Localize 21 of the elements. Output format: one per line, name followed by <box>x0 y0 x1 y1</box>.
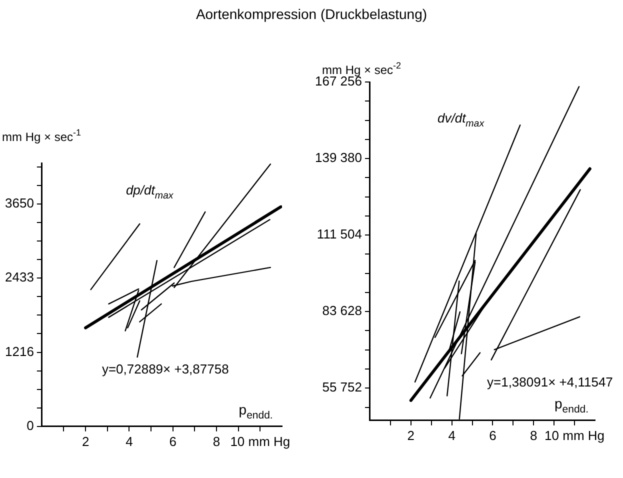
x-tick-label: 8 <box>530 428 538 443</box>
x-tick-label: 4 <box>126 434 133 449</box>
y-tick-label: 83 628 <box>322 303 362 318</box>
annotation: y=1,38091× +4,11547 <box>486 374 613 390</box>
x-tick-label: 4 <box>448 428 456 443</box>
x-tick-label: 10 mm Hg <box>230 434 290 449</box>
y-tick-label: 1216 <box>5 344 34 359</box>
y-tick-label: 139 380 <box>314 150 362 166</box>
annotation: y=0,72889× +3,87758 <box>102 362 229 377</box>
x-tick-label: 8 <box>212 434 220 449</box>
y-tick-label: 55 752 <box>322 380 362 395</box>
y-tick-label: 2433 <box>5 270 34 285</box>
y-tick-label: 0 <box>26 418 34 433</box>
x-tick-label: 2 <box>407 428 415 443</box>
y-tick-label: 111 504 <box>316 226 362 242</box>
x-tick-label: 6 <box>489 428 496 443</box>
x-tick-label: 6 <box>169 434 176 449</box>
text: Aortenkompression (Druckbelastung) <box>194 6 428 22</box>
x-tick-label: 2 <box>82 434 90 449</box>
x-tick-label: 10 mm Hg <box>544 428 605 443</box>
y-tick-label: 3650 <box>5 195 34 210</box>
